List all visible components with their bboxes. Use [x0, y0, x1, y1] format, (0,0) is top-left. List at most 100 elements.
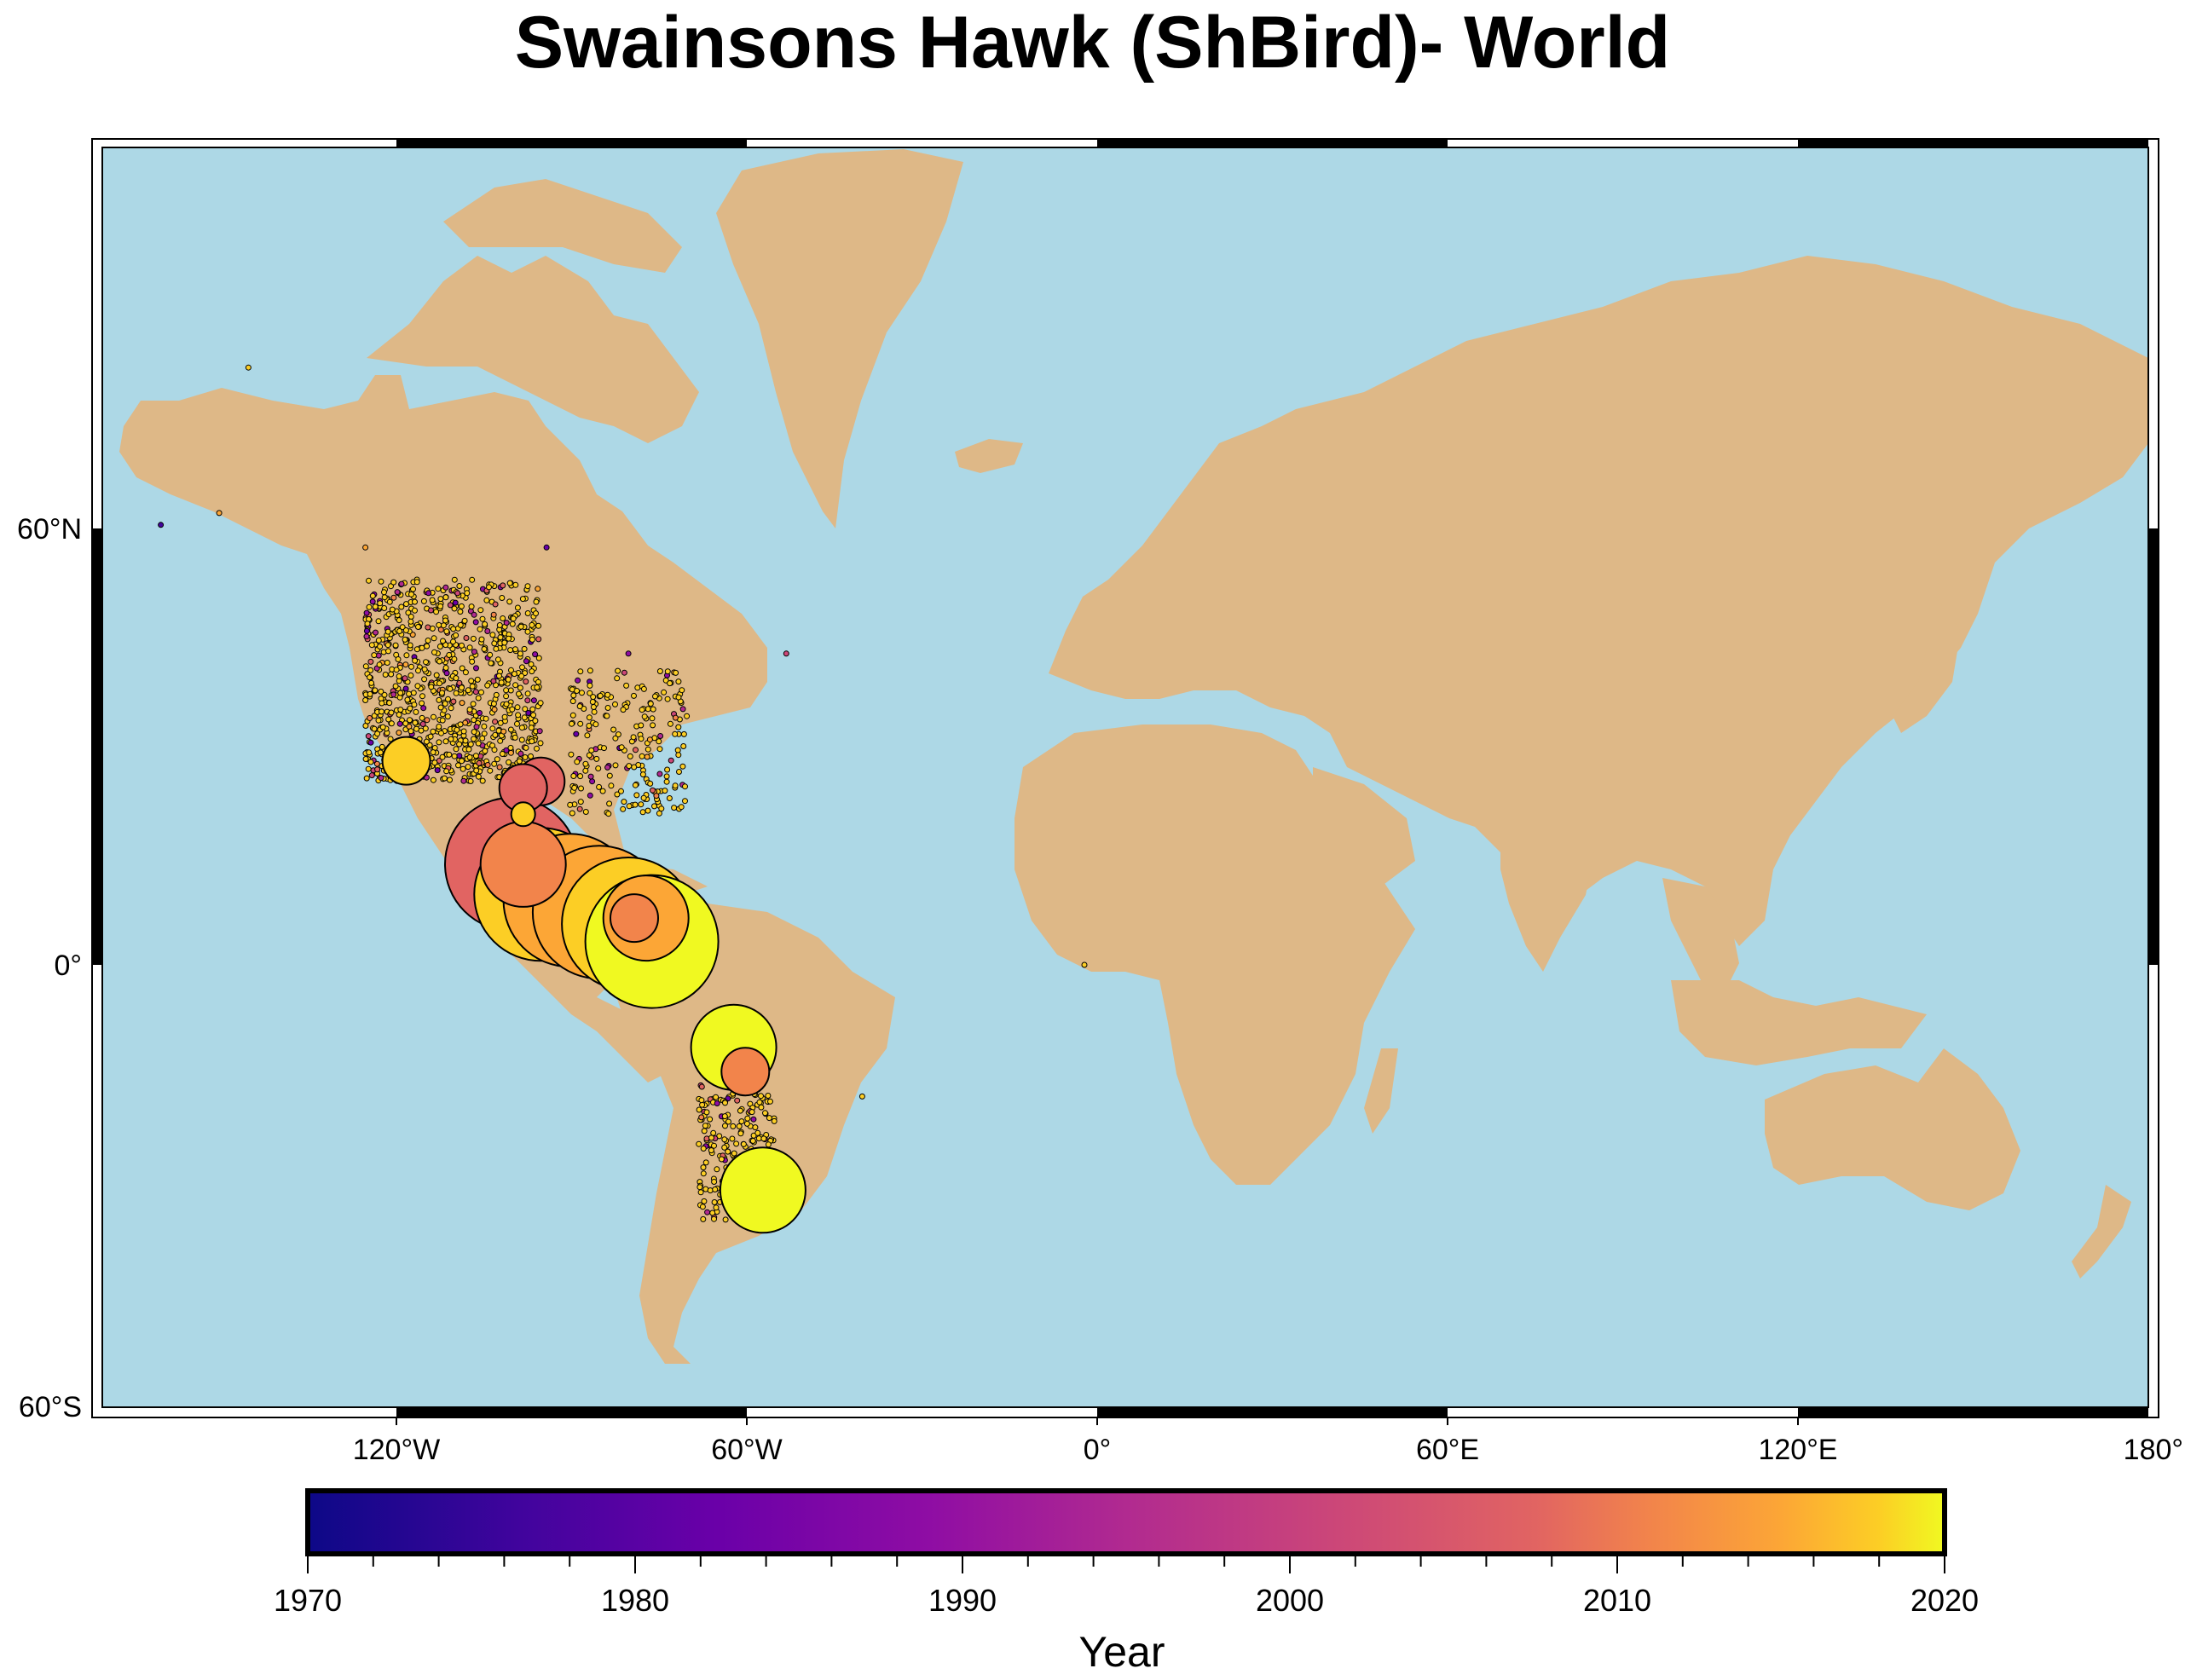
cluster-point	[464, 590, 471, 597]
colorbar-label: 2000	[1256, 1583, 1324, 1618]
cluster-point	[576, 805, 583, 812]
cluster-point	[492, 719, 499, 725]
cluster-point	[459, 665, 465, 672]
cluster-point	[491, 760, 498, 767]
cluster-point	[621, 799, 627, 805]
cluster-point	[596, 783, 603, 790]
cluster-point	[408, 663, 414, 670]
cluster-point	[667, 680, 673, 687]
cluster-point	[362, 756, 369, 762]
southeast-asia	[1662, 878, 1739, 997]
cluster-point	[657, 733, 664, 739]
cluster-point	[402, 685, 409, 692]
cluster-point	[367, 715, 373, 721]
cluster-point	[425, 638, 431, 644]
cluster-point	[578, 785, 584, 792]
cluster-point	[518, 673, 525, 679]
cluster-point	[499, 751, 506, 757]
cluster-point	[419, 714, 425, 721]
cluster-point	[437, 603, 444, 609]
cluster-point	[478, 636, 485, 643]
cluster-point	[577, 720, 584, 727]
cluster-point	[467, 778, 474, 784]
cluster-point	[431, 759, 438, 766]
cluster-point	[679, 706, 686, 713]
cluster-point	[606, 800, 613, 807]
cluster-point	[471, 729, 477, 736]
cluster-point	[721, 1113, 728, 1120]
cluster-point	[574, 759, 581, 765]
observation-point	[381, 736, 431, 786]
cluster-point	[615, 667, 621, 674]
cluster-point	[419, 644, 425, 651]
cluster-point	[396, 617, 402, 624]
cluster-point	[398, 603, 405, 610]
cluster-point	[460, 765, 466, 772]
cluster-point	[453, 675, 460, 682]
cluster-point	[701, 1198, 708, 1204]
cluster-point	[678, 804, 685, 811]
cluster-point	[446, 751, 453, 758]
cluster-point	[442, 738, 449, 745]
cluster-point	[631, 692, 637, 699]
cluster-point	[700, 1215, 707, 1222]
cluster-point	[373, 629, 379, 636]
cluster-point	[453, 632, 460, 638]
cluster-point	[638, 801, 645, 808]
cluster-point	[709, 1209, 716, 1216]
cluster-point	[653, 793, 660, 800]
cluster-point	[707, 1116, 714, 1123]
cluster-point	[402, 720, 409, 727]
cluster-point	[494, 756, 500, 763]
cluster-point	[437, 704, 444, 711]
cluster-point	[656, 738, 662, 745]
cluster-point	[523, 658, 529, 665]
cluster-point	[512, 581, 519, 588]
cluster-point	[384, 660, 390, 666]
cluster-point	[451, 605, 458, 612]
cluster-point	[618, 744, 625, 751]
cluster-point	[454, 726, 460, 733]
cluster-point	[522, 754, 529, 760]
cluster-point	[477, 626, 483, 632]
cluster-point	[425, 624, 431, 631]
cluster-point	[363, 775, 370, 782]
cluster-point	[466, 644, 473, 651]
cluster-point	[474, 676, 481, 683]
cluster-point	[574, 688, 581, 694]
cluster-point	[767, 1098, 773, 1105]
cluster-point	[363, 633, 370, 640]
cluster-point	[632, 782, 639, 788]
observation-point	[479, 820, 567, 908]
cluster-point	[430, 749, 436, 756]
cluster-point	[396, 673, 402, 679]
cluster-point	[369, 598, 376, 605]
cluster-point	[461, 617, 468, 624]
cluster-point	[367, 674, 373, 681]
cluster-point	[656, 746, 663, 753]
cluster-point	[664, 696, 671, 702]
cluster-point	[413, 579, 420, 586]
cluster-point	[378, 688, 384, 695]
cluster-point	[440, 622, 447, 629]
cluster-point	[428, 607, 434, 614]
cluster-point	[377, 749, 384, 756]
observation-point	[1081, 961, 1088, 968]
cluster-point	[508, 667, 514, 673]
cluster-point	[457, 609, 464, 615]
cluster-point	[419, 693, 425, 700]
cluster-point	[471, 611, 477, 618]
cluster-point	[493, 645, 500, 652]
cluster-point	[535, 586, 541, 592]
cluster-point	[479, 777, 486, 784]
cluster-point	[587, 690, 593, 696]
cluster-point	[537, 740, 544, 747]
cluster-point	[712, 1186, 719, 1192]
cluster-point	[534, 745, 540, 752]
cluster-point	[396, 720, 403, 727]
cluster-point	[412, 598, 418, 605]
cluster-point	[456, 583, 463, 589]
cluster-point	[479, 615, 486, 622]
cluster-point	[385, 716, 392, 723]
cluster-point	[567, 801, 574, 808]
